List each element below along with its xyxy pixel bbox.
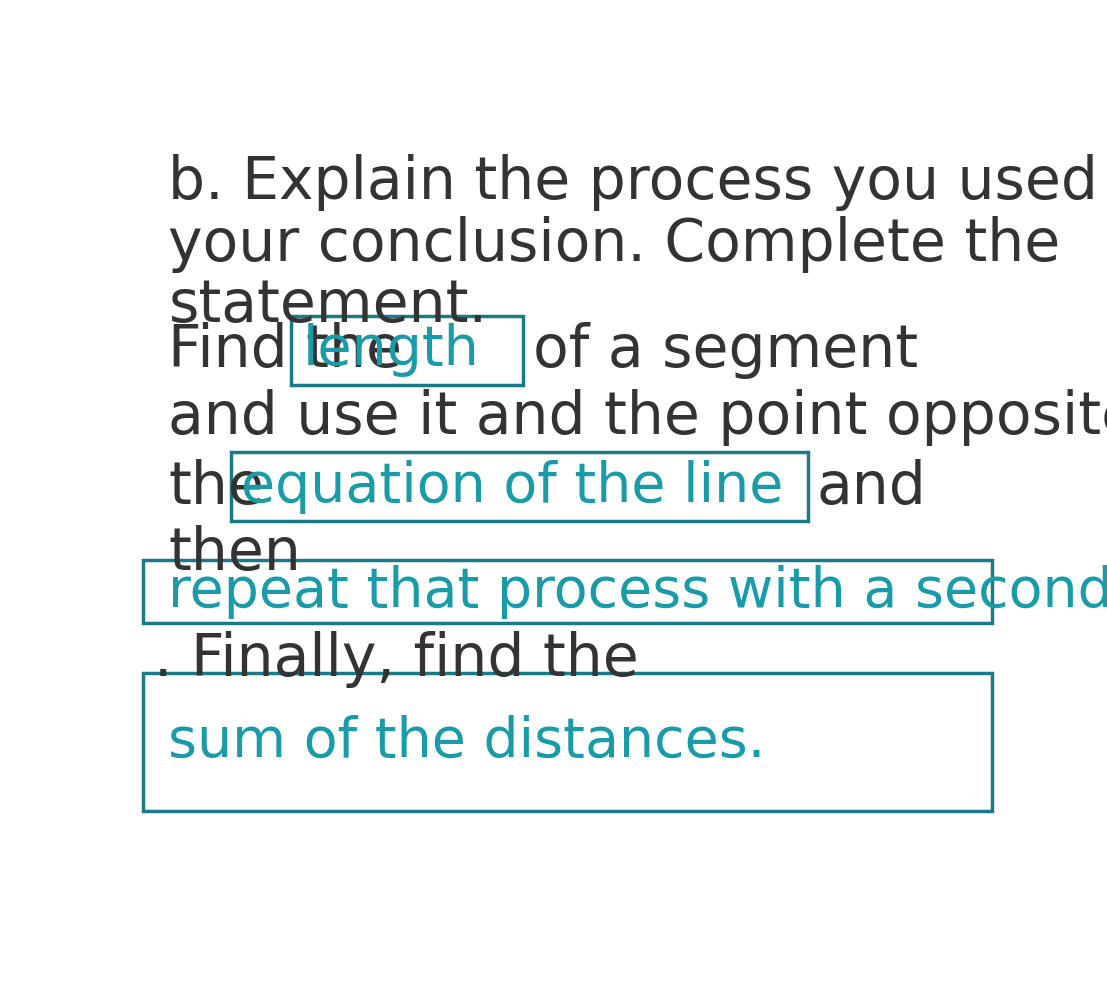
- FancyBboxPatch shape: [291, 315, 523, 385]
- Text: b. Explain the process you used to reach: b. Explain the process you used to reach: [168, 155, 1107, 212]
- Text: then: then: [168, 525, 301, 583]
- Text: and use it and the point opposite to find: and use it and the point opposite to fin…: [168, 389, 1107, 446]
- Text: statement.: statement.: [168, 277, 487, 334]
- Text: length: length: [303, 323, 480, 377]
- Text: Find the: Find the: [168, 321, 403, 379]
- Text: equation of the line: equation of the line: [241, 460, 784, 514]
- Text: repeat that process with a second segment: repeat that process with a second segmen…: [168, 565, 1107, 619]
- Text: and: and: [816, 459, 925, 516]
- FancyBboxPatch shape: [231, 452, 808, 521]
- Text: of a segment: of a segment: [534, 321, 918, 379]
- Text: . Finally, find the: . Finally, find the: [154, 631, 639, 688]
- FancyBboxPatch shape: [143, 560, 992, 623]
- Text: your conclusion. Complete the: your conclusion. Complete the: [168, 216, 1061, 272]
- Text: the: the: [168, 459, 265, 516]
- Text: sum of the distances.: sum of the distances.: [168, 716, 766, 769]
- FancyBboxPatch shape: [143, 673, 992, 811]
